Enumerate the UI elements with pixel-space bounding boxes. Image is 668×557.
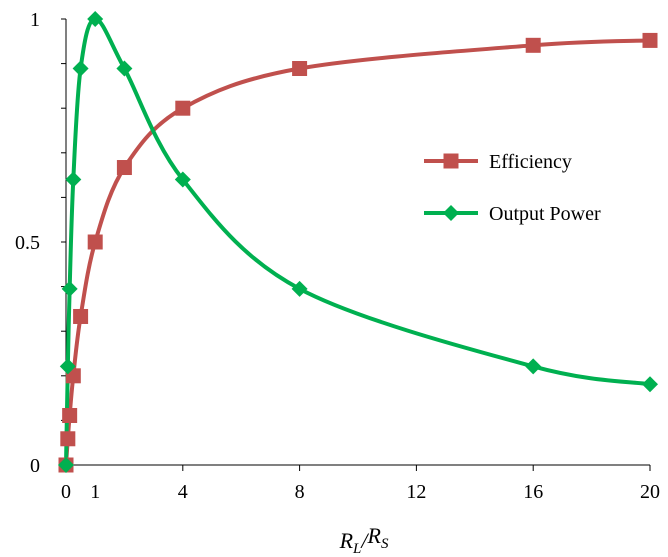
output-power-point [59,358,76,375]
legend-item-output-power: Output Power [424,203,601,225]
series-markers [58,11,658,473]
output-power-point [525,358,542,375]
output-power-point [61,280,78,297]
x-tick-label: 16 [523,481,543,503]
output-power-point [58,457,74,473]
x-tick-label: 4 [178,481,188,503]
x-tick-label: 8 [295,481,305,503]
efficiency-point [73,308,89,324]
efficiency-point [60,431,76,447]
y-tick-label: 0 [30,455,40,477]
x-tick-label: 20 [640,481,660,503]
legend: Efficiency Output Power [424,151,601,225]
y-tick-label: 1 [30,9,40,31]
legend-label: Efficiency [489,151,572,173]
y-tick-label: 0.5 [15,232,40,254]
x-tick-label: 0 [61,481,71,503]
efficiency-point [642,32,658,48]
efficiency-point [175,100,191,116]
output-power-point [65,171,82,188]
efficiency-point [116,160,132,176]
legend-swatch-marker [443,205,459,221]
legend-item-efficiency: Efficiency [424,151,572,173]
efficiency-point [87,234,103,250]
output-power-line [64,17,651,466]
axes [61,18,651,471]
x-tick-label: 12 [406,481,426,503]
series-lines [64,17,651,466]
output-power-point [291,280,308,297]
efficiency-point [525,37,541,53]
efficiency-point [62,407,78,423]
output-power-point [642,376,658,393]
tick-labels: 00.510 1 4 8 12 16 20 [15,9,660,503]
efficiency-line [64,38,651,466]
output-power-point [116,60,133,77]
output-power-point [87,11,104,27]
output-power-point [72,60,89,77]
output-power-point [174,171,191,188]
efficiency-point [292,61,308,77]
legend-label: Output Power [489,203,601,225]
x-tick-label: 1 [90,481,100,503]
x-axis-title: RL/RS [339,523,389,557]
legend-swatch-marker [443,153,459,169]
